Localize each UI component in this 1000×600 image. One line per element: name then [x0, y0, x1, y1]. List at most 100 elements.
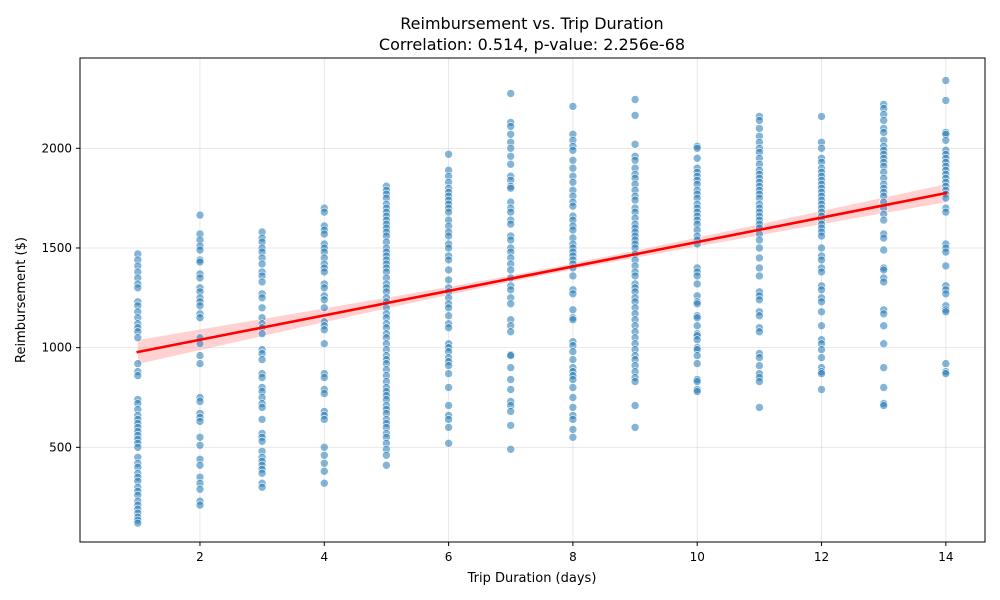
data-point	[568, 315, 578, 325]
data-point	[568, 393, 578, 402]
data-point	[444, 311, 453, 321]
data-point	[630, 377, 640, 386]
data-point	[444, 423, 453, 432]
data-point	[444, 303, 453, 313]
data-point	[879, 339, 889, 349]
chart-subtitle: Correlation: 0.514, p-value: 2.256e-68	[379, 35, 685, 54]
data-point	[382, 460, 391, 470]
data-point	[568, 163, 578, 173]
data-point	[879, 233, 889, 243]
data-point	[506, 219, 516, 229]
data-point	[817, 321, 826, 331]
data-point	[755, 327, 764, 337]
data-point	[755, 353, 764, 362]
data-point	[195, 440, 205, 450]
data-point	[506, 207, 516, 217]
data-point	[319, 267, 329, 277]
data-point	[941, 76, 951, 85]
data-point	[568, 156, 578, 165]
data-point	[568, 432, 578, 442]
data-point	[319, 303, 329, 313]
data-point	[817, 144, 826, 153]
data-point	[195, 273, 205, 283]
data-point	[879, 321, 889, 331]
data-point	[817, 267, 826, 277]
data-point	[257, 293, 267, 303]
data-point	[568, 289, 578, 299]
data-point	[630, 140, 640, 149]
x-tick-label: 10	[690, 550, 705, 564]
data-point	[755, 377, 764, 386]
data-point	[257, 277, 267, 287]
data-point	[382, 450, 391, 460]
data-point	[319, 283, 329, 293]
regression-line-layer	[136, 191, 948, 354]
data-point	[941, 207, 951, 217]
data-point	[257, 355, 267, 364]
data-point	[257, 259, 267, 269]
data-point	[755, 361, 764, 370]
data-point	[817, 231, 826, 241]
data-point	[444, 361, 453, 370]
chart-title: Reimbursement vs. Trip Duration	[400, 14, 663, 33]
data-point	[319, 229, 329, 239]
data-point	[444, 231, 453, 241]
data-point	[568, 383, 578, 392]
data-point	[257, 303, 267, 313]
data-point	[506, 363, 516, 372]
data-point	[319, 442, 329, 452]
data-point	[817, 255, 826, 265]
data-point	[817, 297, 826, 307]
x-axis-label: Trip Duration (days)	[467, 571, 597, 586]
data-point	[879, 401, 889, 410]
x-tick-label: 4	[320, 550, 328, 564]
data-point	[319, 478, 329, 488]
data-point	[692, 154, 702, 163]
data-point	[879, 383, 889, 392]
data-point	[319, 295, 329, 305]
data-point	[506, 327, 516, 337]
data-point	[506, 407, 516, 416]
data-point	[506, 144, 516, 153]
data-point	[444, 438, 453, 448]
data-point	[817, 112, 826, 121]
data-point	[879, 116, 889, 125]
data-point	[755, 403, 764, 412]
data-point	[692, 351, 702, 360]
data-point	[630, 195, 640, 205]
data-point	[506, 152, 516, 161]
x-tick-label: 8	[569, 550, 577, 564]
data-point	[444, 243, 453, 253]
data-point	[817, 307, 826, 317]
data-point	[195, 500, 205, 510]
data-point	[692, 335, 702, 345]
data-point	[506, 285, 516, 295]
data-point	[319, 415, 329, 424]
data-point	[755, 311, 764, 321]
data-point	[630, 401, 640, 410]
data-point	[817, 369, 826, 378]
data-point	[941, 289, 951, 299]
data-point	[444, 415, 453, 424]
data-point	[506, 299, 516, 309]
data-point	[879, 215, 889, 225]
data-point	[879, 277, 889, 287]
y-tick-label: 500	[49, 440, 72, 454]
data-point	[630, 156, 640, 165]
data-point	[879, 265, 889, 275]
data-point	[195, 301, 205, 311]
data-point	[133, 333, 143, 343]
data-point	[319, 450, 329, 460]
data-point	[133, 359, 143, 368]
data-point	[195, 351, 205, 360]
data-point	[133, 518, 143, 528]
data-point	[257, 415, 267, 424]
data-point	[755, 263, 764, 273]
data-point	[195, 210, 205, 220]
data-point	[257, 436, 267, 446]
data-point	[568, 347, 578, 356]
data-point	[692, 271, 702, 281]
data-point	[257, 482, 267, 492]
data-point	[630, 111, 640, 120]
